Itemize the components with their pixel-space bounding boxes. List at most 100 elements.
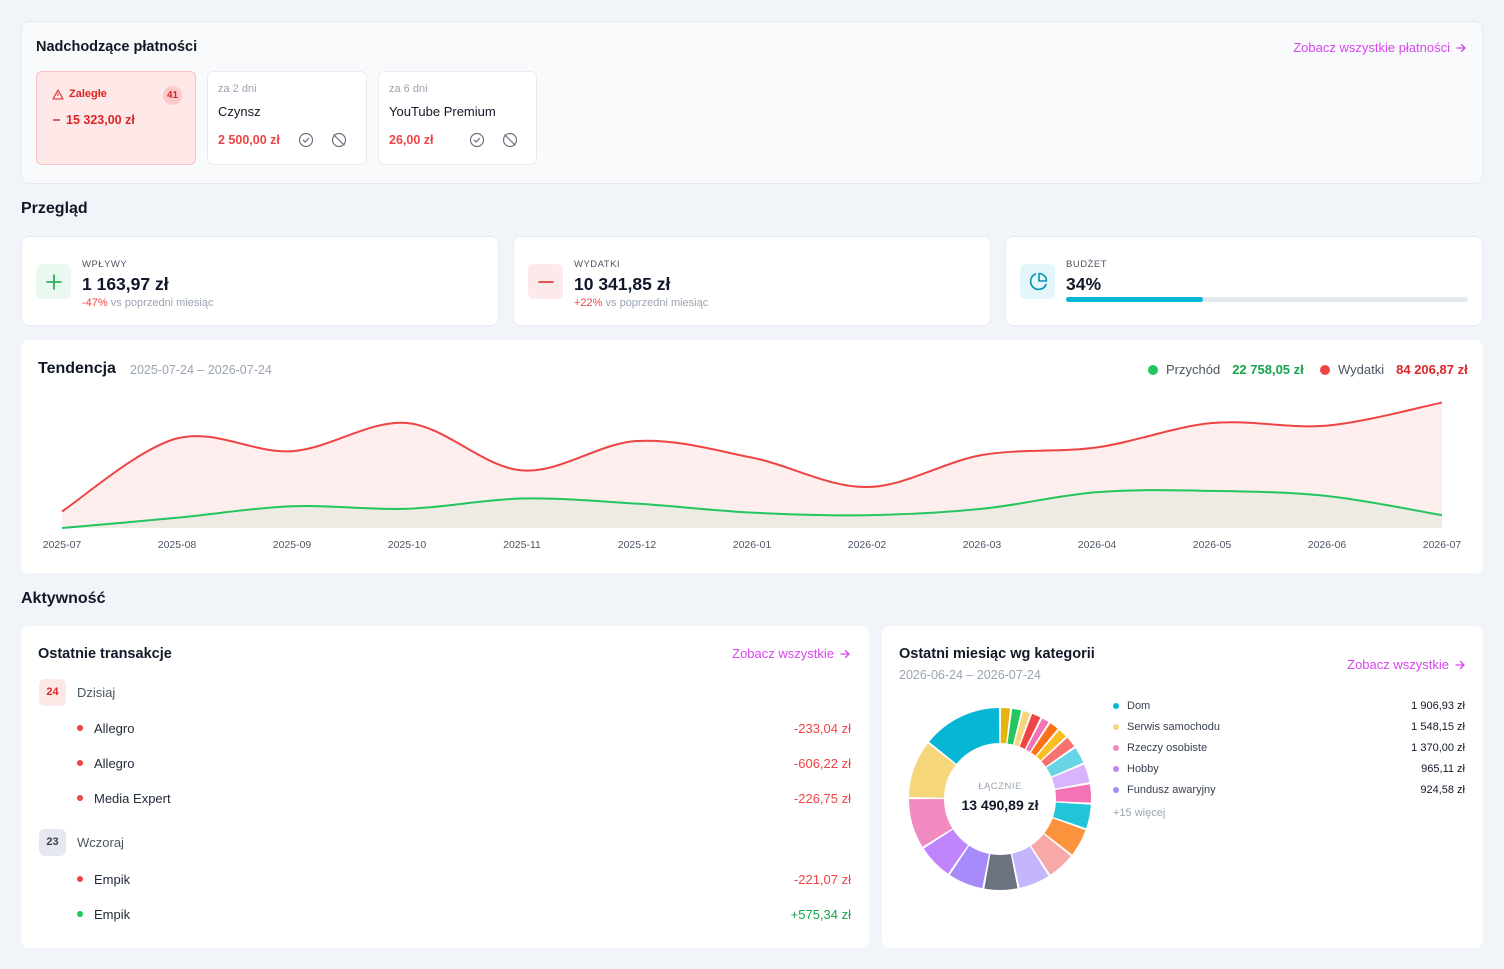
transaction-amount: -233,04 zł — [793, 720, 851, 736]
overdue-card[interactable]: Zaległe 41 15 323,00 zł — [36, 71, 196, 165]
income-change: -47% — [82, 297, 108, 309]
legend-expenses-dot — [1320, 364, 1330, 375]
x-tick-label: 2026-01 — [732, 539, 772, 551]
day-badge-today: 24 — [39, 679, 66, 706]
donut-segment[interactable] — [1044, 818, 1086, 855]
category-row-emergency-fund[interactable]: Fundusz awaryjny 924,58 zł — [1113, 782, 1465, 798]
series-line-income — [61, 489, 1443, 529]
activity-section-title: Aktywność — [21, 590, 106, 607]
see-all-categories-label: Zobacz wszystkie — [1347, 657, 1449, 672]
donut-segment[interactable] — [1055, 784, 1091, 803]
expenses-label: WYDATKI — [574, 259, 621, 270]
transaction-dot — [77, 795, 83, 801]
donut-segment[interactable] — [1019, 713, 1041, 749]
donut-segment[interactable] — [1051, 764, 1090, 789]
overview-section-title: Przegląd — [21, 200, 88, 217]
see-all-transactions-link[interactable]: Zobacz wszystkie — [732, 646, 851, 661]
donut-segment[interactable] — [1031, 723, 1058, 756]
pie-chart-icon — [1029, 272, 1047, 290]
donut-segment[interactable] — [1041, 737, 1075, 767]
category-value: 924,58 zł — [1420, 784, 1465, 796]
upcoming-payment-card-youtube[interactable]: za 6 dni YouTube Premium 26,00 zł — [378, 71, 537, 165]
donut-segment[interactable] — [1000, 708, 1011, 744]
categories-range: 2026-06-24 – 2026-07-24 — [899, 668, 1041, 682]
check-circle-icon[interactable] — [298, 132, 314, 148]
donut-segment[interactable] — [929, 708, 1000, 764]
donut-segment[interactable] — [1014, 711, 1031, 747]
day-label-yesterday: Wczoraj — [77, 835, 124, 850]
expenses-change-row: +22% vs poprzedni miesiąc — [574, 297, 708, 309]
see-all-payments-link[interactable]: Zobacz wszystkie płatności — [1293, 40, 1467, 55]
transaction-row[interactable]: Allegro -606,22 zł — [77, 753, 851, 773]
expenses-change-text: vs poprzedni miesiąc — [605, 297, 709, 309]
transaction-name: Allegro — [94, 720, 135, 736]
donut-segment[interactable] — [1007, 708, 1022, 745]
category-row-car-service[interactable]: Serwis samochodu 1 548,15 zł — [1113, 719, 1465, 735]
legend-expenses: Wydatki 84 206,87 zł — [1320, 362, 1468, 377]
donut-segment[interactable] — [984, 853, 1018, 890]
see-all-transactions-label: Zobacz wszystkie — [732, 646, 834, 661]
legend-income-total: 22 758,05 zł — [1232, 362, 1304, 377]
budget-icon-box — [1020, 264, 1055, 299]
transactions-title: Ostatnie transakcje — [38, 646, 172, 662]
donut-segment[interactable] — [1036, 729, 1066, 761]
upcoming-payments-panel: Nadchodzące płatności Zobacz wszystkie p… — [21, 21, 1483, 184]
check-circle-icon[interactable] — [469, 132, 485, 148]
payment-name: Czynsz — [218, 104, 261, 119]
minus-icon — [537, 280, 554, 283]
x-tick-label: 2026-05 — [1192, 539, 1232, 551]
donut-segment[interactable] — [1031, 834, 1071, 875]
category-name: Hobby — [1127, 763, 1159, 775]
category-row-hobby[interactable]: Hobby 965,11 zł — [1113, 761, 1465, 777]
trend-card: Tendencja 2025-07-24 – 2026-07-24 Przych… — [21, 340, 1483, 573]
category-value: 1 548,15 zł — [1411, 721, 1465, 733]
income-change-row: -47% vs poprzedni miesiąc — [82, 297, 213, 309]
budget-progress-fill — [1066, 297, 1203, 302]
donut-segment[interactable] — [1053, 802, 1091, 829]
overdue-amount-row: 15 323,00 zł — [52, 113, 135, 127]
donut-segment[interactable] — [909, 799, 953, 847]
donut-segment[interactable] — [1026, 718, 1049, 752]
upcoming-payment-card-rent[interactable]: za 2 dni Czynsz 2 500,00 zł — [207, 71, 367, 165]
minus-icon — [53, 119, 60, 121]
budget-label: BUDŻET — [1066, 259, 1107, 270]
trend-chart — [61, 401, 1443, 529]
donut-segment[interactable] — [949, 845, 990, 889]
category-dot — [1113, 766, 1119, 772]
x-tick-label: 2025-11 — [503, 539, 541, 551]
see-all-categories-link[interactable]: Zobacz wszystkie — [1347, 657, 1466, 672]
series-line-expenses — [61, 401, 1443, 513]
expenses-icon-box — [528, 264, 563, 299]
legend-expenses-name: Wydatki — [1338, 362, 1385, 377]
category-row-dom[interactable]: Dom 1 906,93 zł — [1113, 698, 1465, 714]
more-categories-link[interactable]: +15 więcej — [1113, 807, 1166, 819]
transaction-dot — [77, 760, 83, 766]
payment-due: za 6 dni — [389, 83, 428, 95]
transaction-row[interactable]: Allegro -233,04 zł — [77, 718, 851, 738]
x-tick-label: 2026-04 — [1077, 539, 1117, 551]
category-donut-chart — [909, 708, 1091, 890]
transaction-row[interactable]: Empik -221,07 zł — [77, 869, 851, 889]
arrow-right-icon — [840, 649, 850, 658]
x-tick-label: 2025-10 — [387, 539, 427, 551]
budget-card: BUDŻET 34% — [1005, 236, 1483, 326]
skip-circle-icon[interactable] — [331, 132, 347, 148]
donut-total-value: 13 490,89 zł — [961, 797, 1039, 813]
donut-segment[interactable] — [1012, 846, 1049, 888]
expenses-card: WYDATKI 10 341,85 zł +22% vs poprzedni m… — [513, 236, 991, 326]
x-tick-label: 2025-08 — [157, 539, 197, 551]
transaction-row[interactable]: Media Expert -226,75 zł — [77, 788, 851, 808]
category-row-personal[interactable]: Rzeczy osobiste 1 370,00 zł — [1113, 740, 1465, 756]
category-dot — [1113, 745, 1119, 751]
series-area-expenses — [62, 402, 1442, 528]
transaction-row[interactable]: Empik +575,34 zł — [77, 904, 851, 924]
donut-segment[interactable] — [909, 743, 956, 798]
category-value: 1 906,93 zł — [1411, 700, 1465, 712]
overdue-label-row: Zaległe — [52, 88, 107, 100]
income-value: 1 163,97 zł — [82, 274, 169, 294]
income-label: WPŁYWY — [82, 259, 128, 270]
category-value: 965,11 zł — [1421, 763, 1465, 775]
donut-segment[interactable] — [923, 829, 969, 874]
donut-segment[interactable] — [1046, 748, 1084, 777]
skip-circle-icon[interactable] — [502, 132, 518, 148]
